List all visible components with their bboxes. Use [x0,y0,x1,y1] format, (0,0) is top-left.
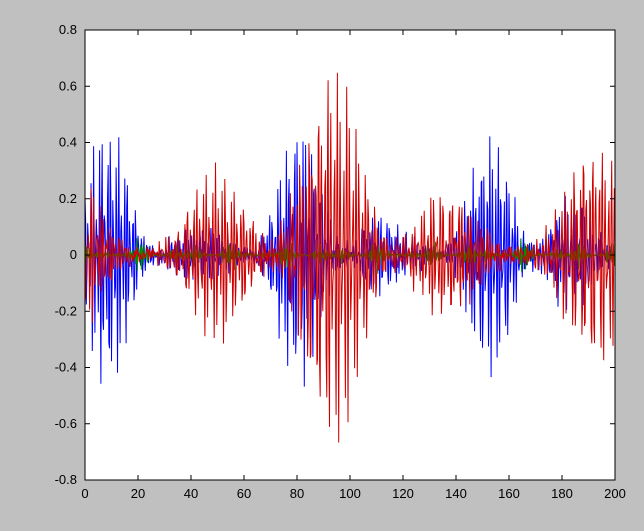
xtick-label: 160 [498,486,520,501]
ytick-label: -0.2 [55,303,77,318]
xtick-label: 40 [184,486,198,501]
xtick-label: 0 [81,486,88,501]
ytick-label: 0.6 [59,78,77,93]
xtick-label: 60 [237,486,251,501]
ytick-label: -0.6 [55,416,77,431]
xtick-label: 80 [290,486,304,501]
xtick-label: 200 [604,486,626,501]
ytick-label: 0.8 [59,22,77,37]
xtick-label: 120 [392,486,414,501]
plot-svg: 0 20 40 60 80 100 120 140 160 180 200 -0.8 -0.6 -0.4 -… [0,0,644,526]
xtick-label: 100 [339,486,361,501]
ytick-label: -0.8 [55,472,77,487]
ytick-label: 0.2 [59,191,77,206]
figure-window: 0 20 40 60 80 100 120 140 160 180 200 -0.8 -0.6 -0.4 -… [0,0,644,526]
xtick-label: 140 [445,486,467,501]
xtick-label: 180 [551,486,573,501]
ytick-label: 0 [70,247,77,262]
xtick-label: 20 [131,486,145,501]
ytick-label: 0.4 [59,135,77,150]
ytick-label: -0.4 [55,360,77,375]
